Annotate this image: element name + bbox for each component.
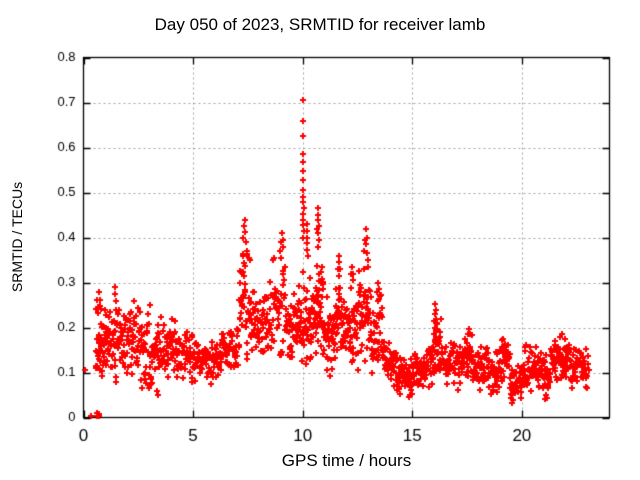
x-axis-label: GPS time / hours [281, 451, 412, 470]
y-axis-label: SRMTID / TECUs [9, 181, 25, 293]
chart-title: Day 050 of 2023, SRMTID for receiver lam… [154, 15, 486, 34]
